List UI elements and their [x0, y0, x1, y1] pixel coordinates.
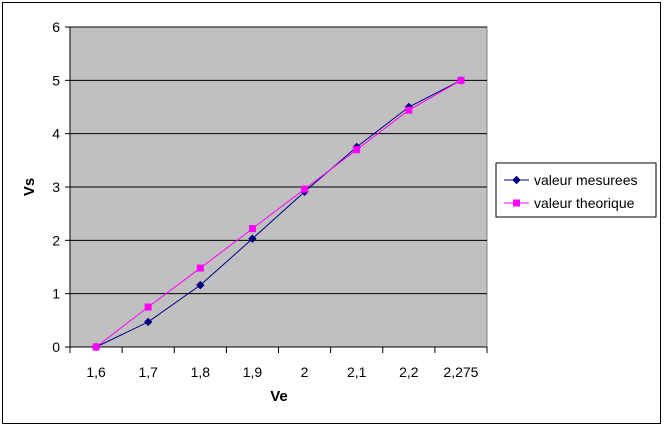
chart: 0 1 2 3 4 5 6 1,6 1,7 1,8 1,9 2 2,1 2,2 2,275 Vs Ve v… — [21, 19, 657, 405]
legend-entry: valeur mesurees — [504, 172, 638, 188]
x-tick-label: 1,7 — [138, 364, 158, 380]
data-point — [248, 234, 257, 243]
legend-label: valeur theorique — [534, 195, 635, 211]
x-tick-label: 2,1 — [347, 364, 367, 380]
y-axis-title: Vs — [21, 178, 38, 196]
data-point — [144, 303, 152, 311]
x-tick-label: 2 — [301, 364, 309, 380]
chart-area: 0 1 2 3 4 5 6 1,6 1,7 1,8 1,9 2 2,1 2,2 2,275 Vs Ve v… — [2, 2, 661, 424]
series-2 — [92, 76, 465, 351]
data-point — [196, 264, 204, 272]
y-tick-label: 3 — [52, 179, 60, 195]
series-line — [95, 79, 462, 348]
x-axis-title: Ve — [270, 388, 288, 405]
y-tick-label: 1 — [52, 286, 60, 302]
data-point — [92, 343, 100, 351]
data-point — [457, 76, 465, 84]
data-point — [405, 106, 413, 114]
legend-box — [495, 162, 657, 218]
series-line — [95, 79, 462, 348]
x-tick-label: 1,6 — [86, 364, 106, 380]
y-tick-label: 0 — [52, 339, 60, 355]
legend-entry: valeur theorique — [504, 195, 635, 211]
data-point — [248, 225, 256, 233]
legend-label: valeur mesurees — [534, 172, 638, 188]
legend-marker — [512, 175, 521, 185]
legend: valeur mesurees valeur theorique — [495, 162, 657, 218]
data-point — [301, 185, 309, 193]
x-tick-label: 1,8 — [191, 364, 211, 380]
x-tick-label: 2,2 — [399, 364, 419, 380]
y-tick-label: 6 — [52, 19, 60, 35]
legend-marker — [513, 199, 520, 207]
y-tick-label: 2 — [52, 232, 60, 248]
data-point — [143, 317, 153, 327]
x-tick-label: 2,275 — [443, 364, 478, 380]
y-tick-label: 5 — [52, 72, 60, 88]
x-tick-label: 1,9 — [243, 364, 263, 380]
data-point — [196, 280, 205, 290]
data-point — [353, 146, 361, 154]
y-tick-label: 4 — [52, 126, 60, 142]
